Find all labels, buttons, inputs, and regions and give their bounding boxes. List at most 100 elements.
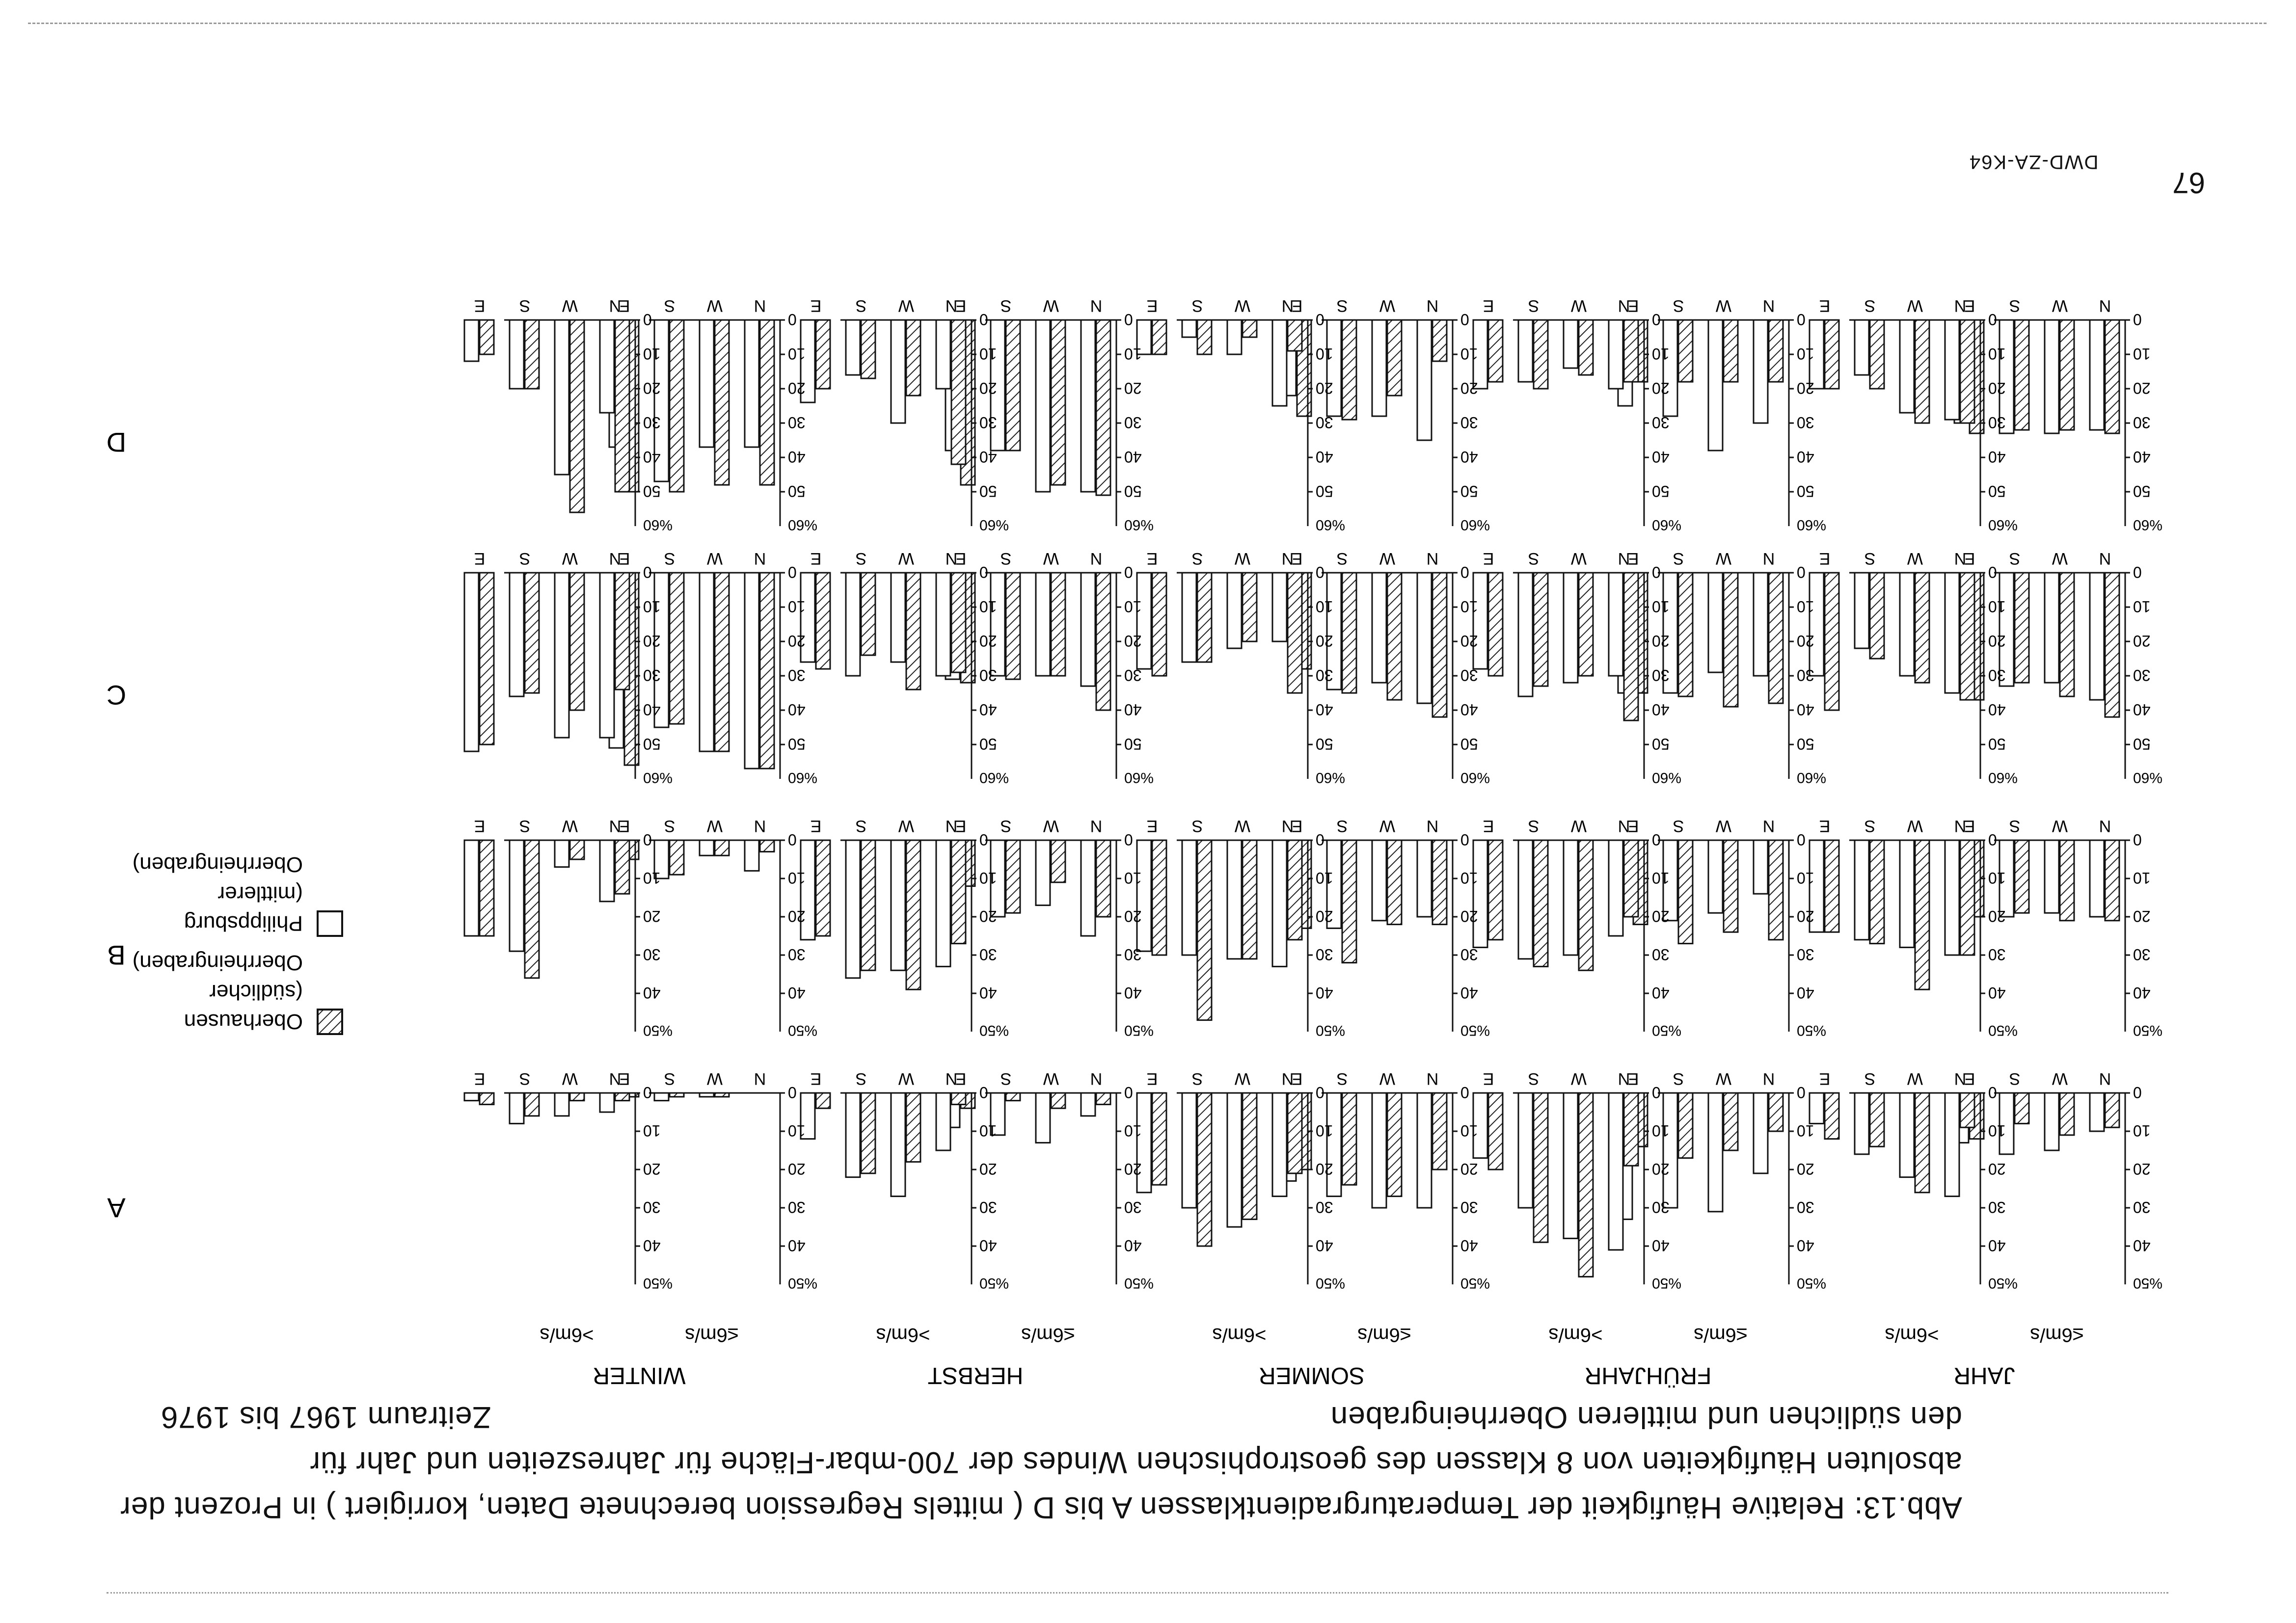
bar-philippsburg-E — [800, 1092, 816, 1140]
bar-oberhausen-S — [524, 572, 540, 694]
bar-oberhausen-S — [860, 1092, 876, 1174]
direction-label: S — [1528, 296, 1540, 315]
direction-label: W — [898, 296, 914, 315]
direction-label: E — [619, 1069, 630, 1088]
panel-A-1-0: 0 10 20 30 40 %50 N W S E — [1617, 1069, 1826, 1291]
bar-oberhausen-N — [1768, 319, 1784, 383]
y-tick-label: 0 — [643, 563, 652, 581]
direction-label: N — [1282, 1069, 1294, 1088]
bar-oberhausen-S — [1005, 1092, 1021, 1102]
y-tick-label: 40 — [1988, 701, 2006, 718]
direction-label: S — [2009, 549, 2021, 568]
panel-D-0-1: 0 10 20 30 40 50 %60 N W S E — [1809, 296, 2018, 533]
y-tick-label: 20 — [1988, 907, 2006, 925]
y-tick-label: 50 — [1797, 482, 1814, 500]
y-tick-label: 50 — [1652, 735, 1670, 753]
y-tick-label: 40 — [788, 701, 806, 718]
direction-label: S — [519, 817, 531, 835]
bar-philippsburg-E — [1472, 319, 1488, 390]
panel-C-2-1: 0 10 20 30 40 50 %60 N W S E — [1136, 549, 1345, 786]
bar-philippsburg-S — [653, 319, 670, 482]
y-tick-label: 30 — [1124, 414, 1142, 431]
bar-oberhausen-W — [569, 1092, 585, 1102]
bar-philippsburg-W — [554, 1092, 570, 1117]
bar-oberhausen-W — [1578, 839, 1594, 971]
direction-label: W — [1907, 296, 1923, 315]
bar-oberhausen-S — [1196, 572, 1213, 663]
y-tick-label: 30 — [1988, 1198, 2006, 1216]
bar-philippsburg-S — [1517, 319, 1534, 383]
bar-philippsburg-N — [1944, 572, 1960, 694]
direction-label: W — [1716, 296, 1731, 315]
y-unit-label: %60 — [1460, 770, 1490, 786]
bar-oberhausen-E — [479, 1092, 495, 1105]
y-tick-label: 40 — [1460, 1237, 1478, 1254]
direction-label: N — [754, 296, 766, 315]
y-tick-label: 10 — [979, 598, 997, 615]
y-tick-label: 30 — [1797, 1198, 1814, 1216]
bar-oberhausen-N — [1768, 572, 1784, 704]
y-tick-label: 40 — [1316, 984, 1333, 1002]
y-tick-label: 0 — [1316, 563, 1324, 581]
bar-oberhausen-S — [860, 839, 876, 971]
y-tick-label: 40 — [1652, 984, 1670, 1002]
season-label: FRÜHJAHR — [1585, 1362, 1712, 1388]
bar-philippsburg-W — [2044, 572, 2060, 684]
direction-label: W — [707, 1069, 723, 1088]
bar-oberhausen-W — [714, 1092, 730, 1098]
y-tick-label: 30 — [1460, 1198, 1478, 1216]
y-tick-label: 20 — [1460, 632, 1478, 650]
bar-oberhausen-E — [1487, 1092, 1504, 1171]
y-tick-label: 20 — [1316, 379, 1333, 397]
direction-label: N — [1618, 1069, 1630, 1088]
bar-philippsburg-W — [699, 572, 715, 752]
y-tick-label: 10 — [1988, 1122, 2006, 1140]
direction-label: E — [1147, 549, 1158, 568]
bar-philippsburg-N — [1416, 839, 1432, 918]
direction-label: S — [664, 1069, 675, 1088]
direction-label: S — [519, 1069, 531, 1088]
direction-label: W — [1235, 296, 1250, 315]
bar-oberhausen-N — [1432, 319, 1448, 362]
y-tick-label: 20 — [1988, 1160, 2006, 1178]
direction-label: N — [945, 296, 958, 315]
direction-label: E — [1147, 296, 1158, 315]
season-label: JAHR — [1953, 1362, 2015, 1388]
y-tick-label: 40 — [1460, 448, 1478, 466]
bar-philippsburg-N — [1080, 1092, 1096, 1117]
y-tick-label: 40 — [2133, 448, 2151, 466]
y-unit-label: %50 — [1460, 1022, 1490, 1038]
direction-label: E — [1628, 1069, 1639, 1088]
direction-label: W — [1571, 817, 1587, 835]
y-tick-label: 40 — [1988, 1237, 2006, 1254]
y-tick-label: 40 — [2133, 701, 2151, 718]
direction-label: S — [664, 549, 675, 568]
y-tick-label: 10 — [1316, 345, 1333, 363]
y-unit-label: %60 — [1797, 770, 1826, 786]
y-tick-label: 40 — [788, 448, 806, 466]
y-tick-label: 10 — [1124, 345, 1142, 363]
y-tick-label: 20 — [1460, 379, 1478, 397]
bar-oberhausen-W — [1914, 1092, 1930, 1194]
direction-label: E — [619, 296, 630, 315]
y-tick-label: 20 — [1124, 907, 1142, 925]
bar-oberhausen-S — [1533, 319, 1549, 390]
y-tick-label: 10 — [1652, 1122, 1670, 1140]
bar-oberhausen-W — [1914, 839, 1930, 990]
direction-label: N — [1618, 549, 1630, 568]
bar-philippsburg-N — [599, 319, 615, 414]
bar-oberhausen-W — [714, 319, 730, 486]
panel-D-2-1: 0 10 20 30 40 50 %60 N W S E — [1136, 296, 1345, 533]
panel-B-1-1: 0 10 20 30 40 %50 N W S E — [1472, 817, 1681, 1038]
y-unit-label: %50 — [1124, 1022, 1154, 1038]
panel-C-2-0: 0 10 20 30 40 50 %60 N W S E — [1281, 549, 1490, 786]
bar-oberhausen-W — [2059, 839, 2075, 922]
direction-label: W — [707, 817, 723, 835]
y-tick-label: 40 — [1124, 448, 1142, 466]
panel-A-2-0: 0 10 20 30 40 %50 N W S E — [1281, 1069, 1490, 1291]
y-tick-label: 30 — [2133, 414, 2151, 431]
y-tick-label: 10 — [643, 869, 661, 887]
panel-C-3-0: 0 10 20 30 40 50 %60 N W S E — [945, 549, 1154, 786]
bar-oberhausen-S — [669, 1092, 685, 1098]
panel-B-4-0: 0 10 20 30 40 %50 N W S E — [608, 817, 817, 1038]
